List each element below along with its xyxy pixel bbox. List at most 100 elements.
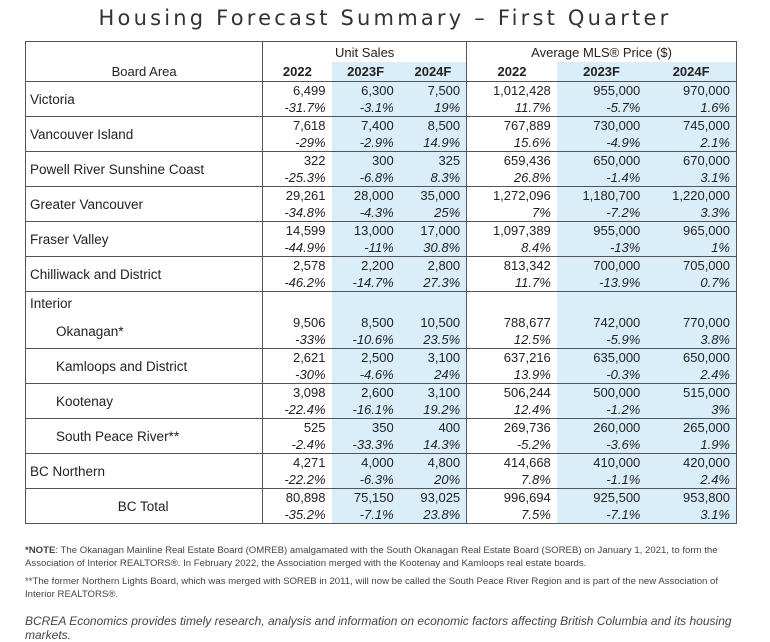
note-2: **The former Northern Lights Board, whic…: [25, 576, 719, 600]
price-2024f: 670,000 3.1%: [646, 151, 738, 187]
cell-value: 325: [438, 153, 461, 168]
cell-value: 1,097,389: [492, 223, 551, 238]
cell-change: 23.8%: [423, 507, 461, 522]
cell-change: -5.9%: [606, 332, 641, 347]
cell-value: 10,500: [420, 315, 461, 330]
table-row: Victoria 6,499 -31.7% 6,300 -3.1% 7,500 19% 1,0…: [24, 81, 738, 117]
cell-value: 965,000: [683, 223, 730, 238]
footnotes: *NOTE: The Okanagan Mainline Real Estate…: [25, 544, 745, 606]
sales-2024f: 35,000 25%: [399, 186, 467, 222]
price-2024f: 965,000 1%: [646, 221, 738, 257]
cell-change: -14.7%: [352, 275, 394, 290]
price-2024f: 953,800 3.1%: [646, 488, 738, 524]
cell-value: 767,889: [503, 118, 551, 133]
col-2024f-sales: 2024F: [399, 62, 467, 82]
cell-value: 2,500: [361, 350, 394, 365]
sales-2023f: 7,400 -2.9%: [331, 116, 400, 152]
sales-2023f: 2,500 -4.6%: [331, 348, 400, 384]
price-2022: 788,677 12.5%: [466, 314, 557, 349]
cell-value: 9,506: [292, 315, 326, 330]
sales-2022: 7,618 -29%: [262, 116, 332, 152]
sales-2023f: 350 -33.3%: [331, 418, 400, 454]
table-row: Fraser Valley 14,599 -44.9% 13,000 -11% 17,00…: [24, 221, 738, 257]
cell-change: 8.4%: [521, 240, 551, 255]
board-area-cell: Vancouver Island: [24, 116, 263, 152]
cell-value: 269,736: [503, 420, 551, 435]
price-2022: 506,244 12.4%: [466, 383, 557, 419]
cell-value: 420,000: [683, 455, 730, 470]
cell-change: -31.7%: [284, 100, 326, 115]
cell-change: -3.6%: [606, 437, 641, 452]
cell-value: 75,150: [353, 490, 394, 505]
price-2022: 414,668 7.8%: [466, 453, 557, 489]
cell-value: 93,025: [420, 490, 461, 505]
sales-2022: 29,261 -34.8%: [262, 186, 332, 222]
cell-change: -5.2%: [516, 437, 551, 452]
board-area-cell: Kootenay: [24, 383, 263, 419]
sales-2024f: 8,500 14.9%: [399, 116, 467, 152]
cell-change: 8.3%: [430, 170, 461, 185]
price-2023f: 955,000 -5.7%: [556, 81, 647, 117]
price-2022: 269,736 -5.2%: [466, 418, 557, 454]
cell-value: 1,012,428: [492, 83, 551, 98]
table-row: South Peace River** 525 -2.4% 350 -33.3% 400 1…: [24, 418, 738, 454]
cell-value: 925,500: [593, 490, 641, 505]
cell-change: 27.3%: [423, 275, 461, 290]
cell-change: -2.4%: [291, 437, 326, 452]
cell-value: 730,000: [593, 118, 641, 133]
board-area-header: Board Area: [24, 62, 263, 82]
cell-change: -10.6%: [352, 332, 394, 347]
price-2022: 1,097,389 8.4%: [466, 221, 557, 257]
sales-2023f: 28,000 -4.3%: [331, 186, 400, 222]
price-2024f: 265,000 1.9%: [646, 418, 738, 454]
cell-change: -29%: [295, 135, 326, 150]
cell-change: 7%: [532, 205, 551, 220]
cell-change: -0.3%: [606, 367, 641, 382]
price-2024f: 970,000 1.6%: [646, 81, 738, 117]
cell-value: 1,272,096: [492, 188, 551, 203]
cell-change: 2.4%: [700, 367, 730, 382]
table-row: Greater Vancouver 29,261 -34.8% 28,000 -4.3%…: [24, 186, 738, 222]
price-2024f: 420,000 2.4%: [646, 453, 738, 489]
sales-2022: 525 -2.4%: [262, 418, 332, 454]
price-2023f: 742,000 -5.9%: [556, 314, 647, 349]
cell-value: 2,621: [292, 350, 326, 365]
sales-2024f: 325 8.3%: [399, 151, 467, 187]
price-2022: 659,436 26.8%: [466, 151, 557, 187]
price-2023f: 260,000 -3.6%: [556, 418, 647, 454]
cell-change: 23.5%: [423, 332, 461, 347]
sales-2023f: 6,300 -3.1%: [331, 81, 400, 117]
cell-value: 637,216: [503, 350, 551, 365]
cell-value: 2,200: [361, 258, 394, 273]
forecast-table: Unit Sales Average MLS® Price ($) Board …: [24, 41, 738, 524]
sales-2022: 322 -25.3%: [262, 151, 332, 187]
cell-change: 3.8%: [700, 332, 730, 347]
price-2023f: 955,000 -13%: [556, 221, 647, 257]
interior-label: Interior: [24, 291, 263, 314]
sales-2022: 2,578 -46.2%: [262, 256, 332, 292]
sales-2023f: 4,000 -6.3%: [331, 453, 400, 489]
cell-change: 14.3%: [423, 437, 461, 452]
cell-change: -2.9%: [359, 135, 394, 150]
table-row: Kamloops and District 2,621 -30% 2,500 -4.6%…: [24, 348, 738, 384]
sales-2023f: 300 -6.8%: [331, 151, 400, 187]
price-2024f: 705,000 0.7%: [646, 256, 738, 292]
table-row: Vancouver Island 7,618 -29% 7,400 -2.9% 8,500…: [24, 116, 738, 152]
cell-change: 30.8%: [423, 240, 461, 255]
sales-2022: 14,599 -44.9%: [262, 221, 332, 257]
cell-change: -22.4%: [284, 402, 326, 417]
cell-change: 7.8%: [521, 472, 551, 487]
cell-value: 322: [303, 153, 326, 168]
cell-value: 17,000: [420, 223, 461, 238]
board-area-cell: Victoria: [24, 81, 263, 117]
price-2023f: 650,000 -1.4%: [556, 151, 647, 187]
cell-change: 1.6%: [700, 100, 730, 115]
sales-2023f: 2,200 -14.7%: [331, 256, 400, 292]
price-2024f: 650,000 2.4%: [646, 348, 738, 384]
price-2024f: 515,000 3%: [646, 383, 738, 419]
board-area-cell: Powell River Sunshine Coast: [24, 151, 263, 187]
price-2023f: 730,000 -4.9%: [556, 116, 647, 152]
cell-change: 19%: [434, 100, 461, 115]
cell-value: 813,342: [503, 258, 551, 273]
cell-value: 2,600: [361, 385, 394, 400]
